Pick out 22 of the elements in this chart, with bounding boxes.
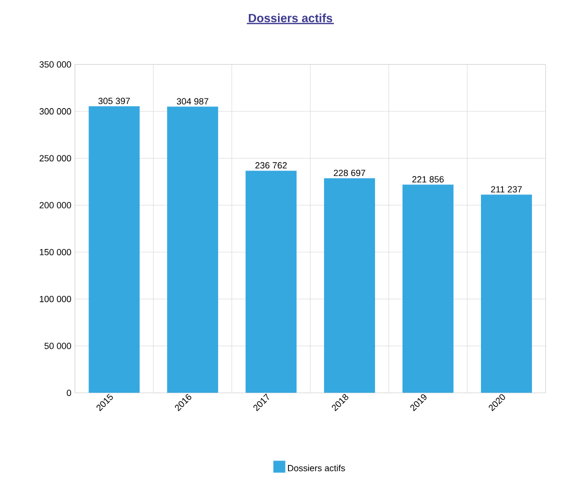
bar (88, 106, 140, 394)
y-tick-label: 50 000 (44, 342, 72, 350)
y-tick-label: 250 000 (40, 155, 72, 162)
y-tick-label: 300 000 (40, 108, 72, 115)
y-tick-label: 200 000 (40, 202, 72, 209)
y-tick-label: 0 (66, 390, 72, 396)
chart-title: Dossiers actifs (248, 14, 332, 22)
bar (246, 170, 297, 394)
data-label: 211 237 (491, 186, 522, 193)
data-label: 304 987 (176, 98, 208, 105)
bar (402, 184, 454, 394)
bar (167, 106, 218, 394)
data-label: 305 397 (98, 98, 130, 104)
y-tick-label: 100 000 (40, 296, 72, 302)
bar (324, 178, 376, 394)
bar (480, 194, 532, 394)
data-label: 221 856 (412, 176, 444, 183)
y-tick-label: 150 000 (40, 249, 72, 256)
y-tick-label: 350 000 (40, 61, 72, 68)
data-label: 236 762 (255, 162, 287, 169)
data-label: 228 697 (334, 170, 366, 176)
legend-label: Dossiers actifs (288, 464, 345, 472)
